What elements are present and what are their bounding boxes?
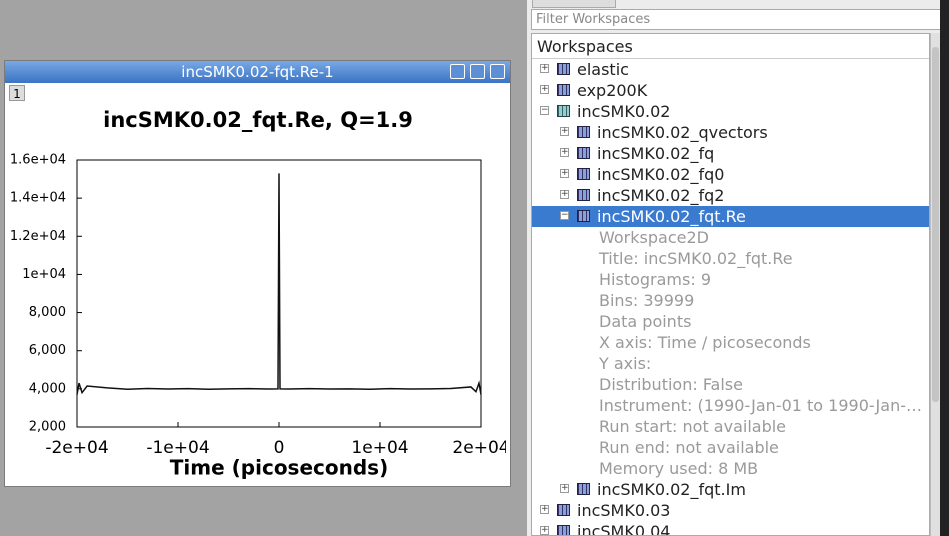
tree-row[interactable]: + incSMK0.04 [532, 521, 929, 536]
chart-title: incSMK0.02_fqt.Re, Q=1.9 [103, 108, 413, 132]
workspace-detail: Workspace2D [599, 228, 709, 247]
workspace-icon [557, 105, 570, 117]
workspace-label: incSMK0.02_fq0 [597, 165, 725, 184]
workspace-detail: Instrument: (1990-Jan-01 to 1990-Jan-… [599, 396, 922, 415]
tree-row[interactable]: + incSMK0.02_qvectors [532, 122, 929, 143]
chart: incSMK0.02_fqt.Re, Q=1.9 Time (picosecon… [10, 108, 509, 480]
workspace-detail: Distribution: False [599, 375, 743, 394]
expander[interactable]: + [540, 63, 549, 73]
tree-row[interactable]: + elastic [532, 59, 929, 80]
workspace-label: incSMK0.02_fqt.Im [597, 480, 746, 499]
filter-input[interactable]: Filter Workspaces [531, 9, 941, 30]
x-tick-label: 0 [274, 438, 285, 458]
y-tick-label: 1.6e+04 [10, 153, 66, 168]
x-tick-label: -2e+04 [45, 438, 108, 458]
workspace-icon [577, 147, 590, 159]
workspace-icon [557, 525, 570, 535]
workspace-label: elastic [577, 60, 629, 79]
workspace-label: exp200K [577, 81, 648, 100]
workspace-detail: Title: incSMK0.02_fqt.Re [599, 249, 793, 268]
scroll-thumb[interactable] [932, 47, 939, 402]
workspace-label: incSMK0.02_fq [597, 144, 715, 163]
workspace-icon [577, 168, 590, 180]
line-series [76, 173, 482, 395]
expander[interactable]: + [560, 126, 569, 136]
expander[interactable]: + [540, 504, 549, 514]
x-tick-label: 1e+04 [351, 438, 408, 458]
x-tick-label: -1e+04 [146, 438, 209, 458]
workspace-icon [557, 84, 570, 96]
expander[interactable]: + [560, 168, 569, 178]
workspace-icon [557, 63, 570, 75]
expander[interactable]: − [560, 210, 569, 220]
workspace-label: incSMK0.04 [577, 522, 671, 536]
workspace-detail: Memory used: 8 MB [599, 459, 759, 478]
x-tick-label: 2e+04 [452, 438, 509, 458]
y-tick-label: 6,000 [29, 343, 66, 358]
workspace-label: incSMK0.03 [577, 501, 671, 520]
workspace-label: incSMK0.02_fqt.Re [597, 207, 746, 226]
workspace-label: incSMK0.02_qvectors [597, 123, 768, 142]
edge [940, 0, 949, 536]
window-title: incSMK0.02-fqt.Re-1 [5, 61, 510, 83]
workspace-label: incSMK0.02 [577, 102, 671, 121]
tree-row[interactable]: − incSMK0.02 [532, 101, 929, 122]
tree-row[interactable]: − incSMK0.02_fqt.Re [532, 206, 929, 227]
window-badge: 1 [9, 85, 25, 101]
workspace-panel: Filter Workspaces Workspaces + elastic + ex… [527, 0, 949, 536]
workspace-detail: Run start: not available [599, 417, 787, 436]
workspace-detail: Histograms: 9 [599, 270, 711, 289]
tree-row[interactable]: + incSMK0.02_fq0 [532, 164, 929, 185]
expander[interactable]: + [560, 147, 569, 157]
y-tick-label: 1.4e+04 [10, 191, 66, 206]
workspace-detail: Data points [599, 312, 692, 331]
expander[interactable]: + [560, 483, 569, 493]
tree-row[interactable]: + exp200K [532, 80, 929, 101]
workspace-icon [577, 126, 590, 138]
workspace-icon [577, 483, 590, 495]
expander[interactable]: − [540, 105, 549, 115]
workspace-label: incSMK0.02_fq2 [597, 186, 725, 205]
scrollbar[interactable] [930, 33, 941, 536]
workspace-icon [577, 189, 590, 201]
y-tick-label: 4,000 [29, 381, 66, 396]
tree-row[interactable]: + incSMK0.02_fq2 [532, 185, 929, 206]
tree-row[interactable]: + incSMK0.03 [532, 500, 929, 521]
expander[interactable]: + [540, 84, 549, 94]
tree-row[interactable]: + incSMK0.02_fq [532, 143, 929, 164]
tab[interactable] [532, 0, 616, 8]
plot-window: incSMK0.02-fqt.Re-1 1 [4, 60, 511, 487]
workspace-detail: Y axis: [599, 354, 652, 373]
workspace-detail: Bins: 39999 [599, 291, 695, 310]
minimize-button[interactable] [450, 64, 465, 79]
workspace-tree: Workspaces + elastic + exp200K − incSMK0.02 + i… [531, 33, 930, 536]
y-tick-label: 2,000 [29, 420, 66, 435]
expander[interactable]: + [560, 189, 569, 199]
y-tick-label: 1e+04 [22, 267, 66, 282]
expander[interactable]: + [540, 525, 549, 535]
workspace-icon [577, 210, 590, 222]
tree-row[interactable]: + incSMK0.02_fqt.Im [532, 479, 929, 500]
close-button[interactable] [490, 64, 505, 79]
workspace-icon [557, 504, 570, 516]
maximize-button[interactable] [470, 64, 485, 79]
tree-header: Workspaces [532, 34, 929, 59]
x-axis-label: Time (picoseconds) [170, 456, 388, 480]
y-tick-label: 8,000 [29, 305, 66, 320]
workspace-detail: Run end: not available [599, 438, 779, 457]
y-tick-label: 1.2e+04 [10, 229, 66, 244]
workspace-detail: X axis: Time / picoseconds [599, 333, 811, 352]
